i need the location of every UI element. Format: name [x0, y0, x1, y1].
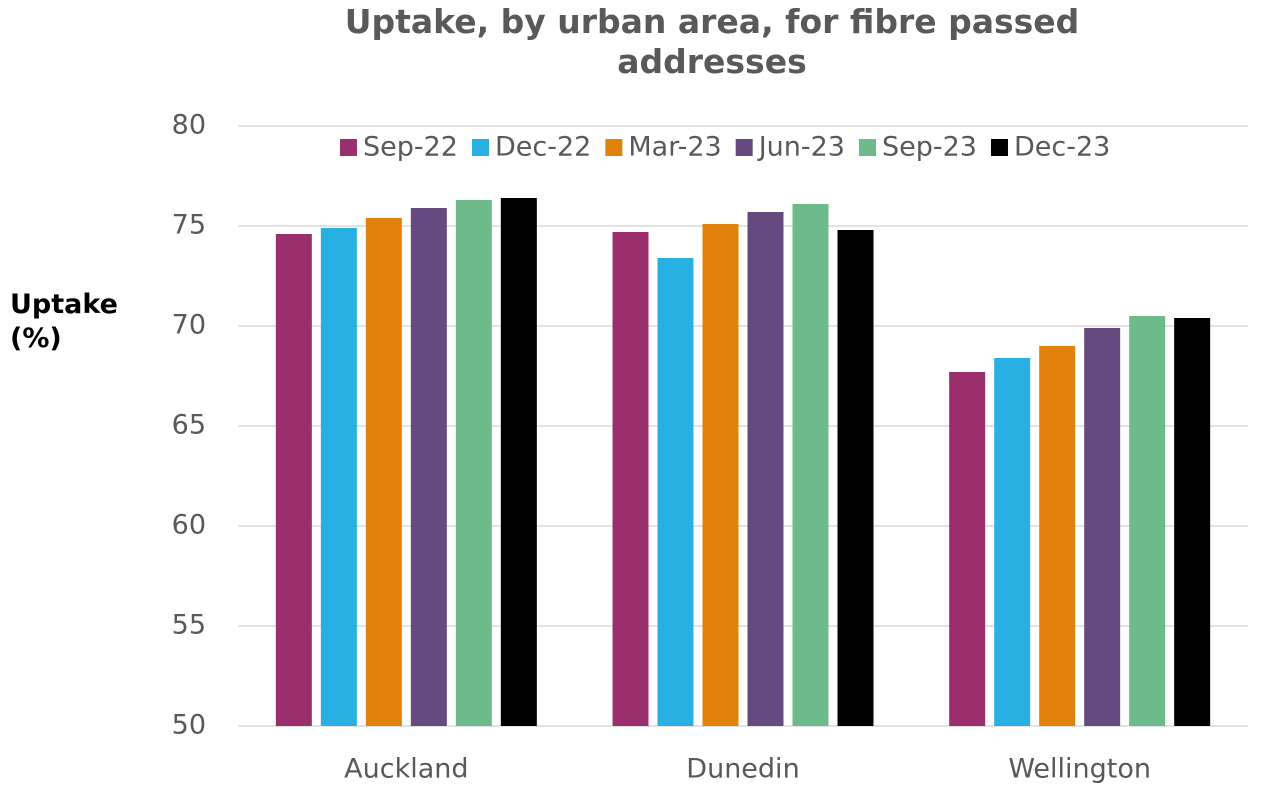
y-tick-label: 50 — [172, 710, 206, 741]
bar — [837, 230, 874, 726]
bar — [410, 208, 447, 726]
y-tick-label: 55 — [172, 610, 206, 641]
bar — [949, 372, 986, 726]
bar — [612, 232, 649, 726]
bar — [702, 224, 739, 726]
bar — [657, 258, 694, 726]
legend-swatch — [340, 139, 357, 156]
bar — [500, 198, 537, 726]
y-tick-label: 70 — [172, 310, 206, 341]
y-tick-label: 60 — [172, 510, 206, 541]
bar — [1129, 316, 1166, 726]
legend-swatch — [472, 139, 489, 156]
legend-swatch — [735, 139, 753, 156]
legend-label: Jun-23 — [757, 132, 845, 163]
bar — [994, 358, 1031, 726]
x-tick-label: Dunedin — [686, 754, 799, 785]
legend-label: Sep-22 — [363, 132, 458, 163]
bar — [1039, 346, 1076, 726]
y-axis-label: Uptake (%) — [10, 289, 118, 354]
x-tick-label: Auckland — [344, 754, 468, 785]
y-tick-label: 65 — [172, 410, 206, 441]
bar — [792, 204, 829, 726]
bar — [747, 212, 784, 726]
bar — [275, 234, 312, 726]
legend-label: Dec-22 — [495, 132, 591, 163]
chart-title: Uptake, by urban area, for fibre passed … — [344, 2, 1080, 81]
legend-label: Dec-23 — [1014, 132, 1110, 163]
legend-swatch — [858, 139, 876, 156]
bar — [320, 228, 357, 726]
legend-label: Sep-23 — [882, 132, 977, 163]
bar — [365, 218, 402, 726]
x-tick-label: Wellington — [1008, 754, 1151, 785]
y-tick-label: 75 — [172, 210, 206, 241]
bar — [1174, 318, 1211, 726]
legend-label: Mar-23 — [628, 132, 721, 163]
bar — [455, 200, 492, 726]
y-tick-label: 80 — [172, 110, 206, 141]
bar — [1084, 328, 1121, 726]
legend-swatch — [990, 139, 1008, 156]
legend-swatch — [605, 139, 623, 156]
